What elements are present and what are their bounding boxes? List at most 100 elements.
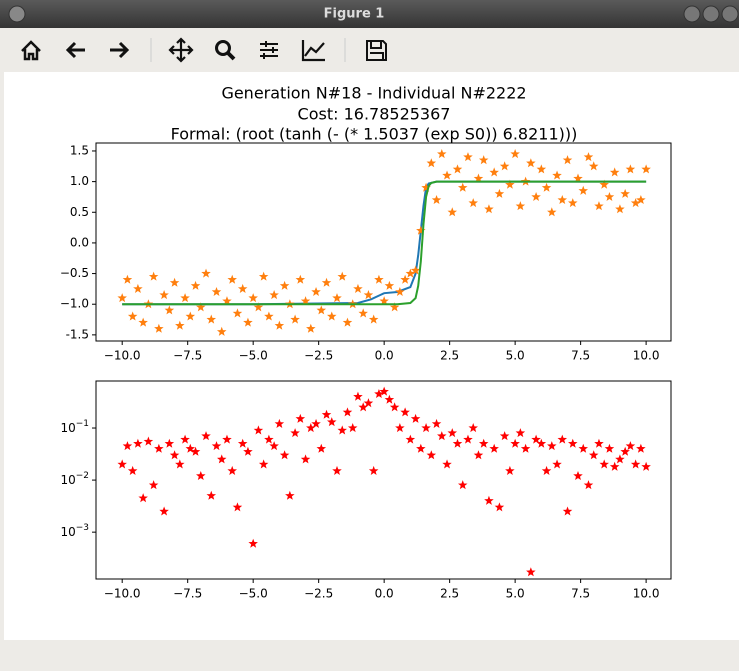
star-marker: [641, 461, 651, 471]
star-marker: [520, 443, 531, 453]
star-marker: [321, 409, 332, 419]
star-marker: [447, 428, 458, 438]
x-tick-label: 5.0: [506, 349, 525, 363]
chart-subtitle: Cost: 16.78525367: [298, 105, 451, 124]
star-marker: [332, 293, 342, 303]
star-marker: [510, 149, 520, 159]
star-marker: [468, 423, 478, 433]
star-marker: [426, 158, 437, 168]
star-marker: [410, 413, 421, 423]
star-marker: [264, 434, 274, 444]
star-marker: [232, 308, 243, 318]
star-marker: [379, 296, 389, 306]
star-marker: [568, 198, 578, 208]
star-marker: [557, 434, 568, 444]
star-marker: [258, 459, 269, 469]
star-marker: [478, 438, 489, 448]
y-tick-label: −0.5: [60, 266, 89, 280]
star-marker: [625, 441, 636, 451]
star-marker: [604, 191, 615, 201]
star-marker: [285, 490, 295, 500]
star-marker: [211, 441, 222, 451]
star-marker: [248, 293, 258, 303]
star-marker: [353, 391, 363, 401]
zoom-button[interactable]: [215, 40, 236, 61]
star-marker: [473, 450, 484, 460]
forward-button[interactable]: [110, 41, 130, 59]
star-marker: [332, 465, 342, 475]
x-tick-label: −10.0: [104, 587, 141, 601]
star-marker: [269, 290, 279, 300]
pan-button[interactable]: [168, 37, 194, 63]
y-tick-label: 0.0: [70, 235, 89, 249]
star-marker: [541, 465, 552, 475]
y-tick-label: 10−3: [60, 523, 89, 539]
star-marker: [368, 465, 379, 475]
star-marker: [400, 274, 410, 284]
star-marker: [389, 402, 400, 412]
y-tick-label: 0.5: [70, 205, 89, 219]
star-marker: [384, 280, 395, 290]
star-marker: [295, 274, 306, 284]
axes-frame: [95, 142, 672, 342]
star-marker: [594, 438, 604, 448]
configure-button[interactable]: [260, 41, 278, 59]
star-marker: [279, 450, 290, 460]
y-tick-label: 10−2: [60, 471, 89, 487]
star-marker: [437, 149, 447, 159]
star-marker: [185, 311, 196, 321]
star-marker: [358, 308, 368, 318]
star-marker: [117, 293, 127, 303]
star-marker: [368, 314, 379, 324]
star-marker: [463, 434, 473, 444]
star-marker: [395, 423, 405, 433]
star-marker: [138, 317, 148, 327]
edit-axes-button[interactable]: [301, 40, 325, 62]
star-marker: [216, 454, 227, 464]
star-marker: [127, 311, 138, 321]
star-marker: [290, 314, 300, 324]
x-tick-label: 7.5: [571, 587, 590, 601]
star-marker: [395, 286, 405, 296]
star-marker: [630, 198, 641, 208]
minimize-button[interactable]: [702, 5, 720, 23]
star-marker: [311, 286, 321, 296]
star-marker: [536, 164, 547, 174]
star-marker: [457, 480, 468, 490]
back-button[interactable]: [65, 41, 85, 59]
close-button[interactable]: [8, 5, 26, 23]
star-marker: [615, 204, 625, 214]
maximize-button[interactable]: [721, 5, 739, 23]
star-marker: [578, 185, 588, 195]
star-marker: [405, 268, 416, 278]
save-button[interactable]: [366, 40, 387, 61]
home-button[interactable]: [21, 40, 41, 61]
star-marker: [143, 436, 154, 446]
star-marker: [515, 428, 526, 438]
y-tick-label: -1.5: [66, 327, 89, 341]
star-marker: [615, 454, 625, 464]
star-marker: [588, 450, 599, 460]
window-title: Figure 1: [324, 7, 385, 22]
star-marker: [201, 431, 211, 441]
star-marker: [515, 201, 526, 211]
star-marker: [306, 323, 316, 333]
star-marker: [473, 173, 484, 183]
star-marker: [421, 423, 431, 433]
star-marker: [164, 305, 175, 315]
title-bar: [0, 0, 739, 28]
star-marker: [232, 502, 243, 512]
x-tick-label: 2.5: [440, 349, 459, 363]
star-marker: [253, 302, 264, 312]
star-marker: [269, 441, 279, 451]
star-marker: [237, 438, 248, 448]
star-marker: [400, 407, 410, 417]
star-marker: [526, 158, 536, 168]
star-marker: [547, 207, 557, 217]
star-marker: [431, 418, 442, 428]
star-marker: [190, 280, 201, 290]
shade-button[interactable]: [683, 5, 701, 23]
line-series: [122, 180, 647, 306]
y-tick-label: 10−1: [60, 419, 89, 435]
star-marker: [599, 459, 609, 469]
